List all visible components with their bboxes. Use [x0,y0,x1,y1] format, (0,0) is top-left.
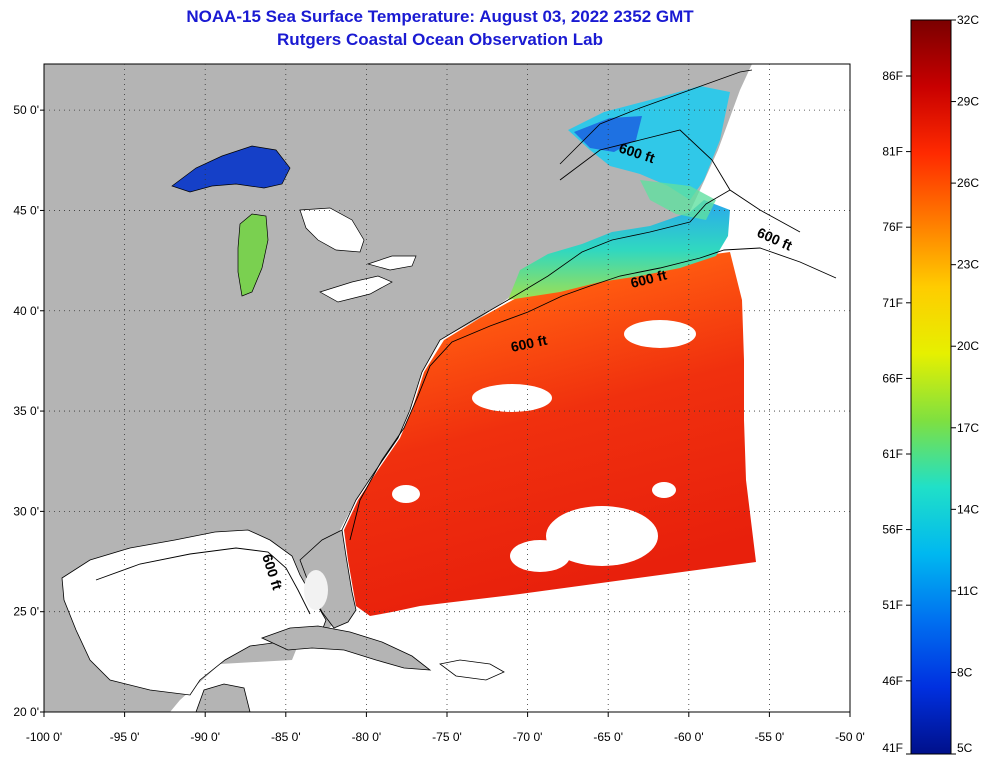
lon-tick-label: -95 0' [110,730,140,744]
map-subtitle: Rutgers Coastal Ocean Observation Lab [277,30,603,49]
celsius-label: 5C [957,741,973,755]
hispaniola [439,659,505,681]
celsius-label: 11C [957,584,978,598]
lon-tick-label: -100 0' [26,730,62,744]
lake-ontario [366,255,417,271]
lake-erie [319,275,393,303]
fahrenheit-label: 61F [882,447,903,461]
lat-tick-label: 25 0' [13,605,39,619]
sst-lake-superior [171,145,291,193]
fahrenheit-label: 76F [882,220,903,234]
lat-tick-label: 30 0' [13,504,39,518]
cloud-patches [304,320,696,610]
celsius-label: 32C [957,13,979,27]
lon-tick-label: -85 0' [271,730,301,744]
lon-tick-label: -70 0' [513,730,543,744]
isobath-600ft-north [559,129,801,233]
yucatan [195,683,251,712]
celsius-label: 14C [957,502,979,516]
lake-huron [299,207,365,253]
fahrenheit-label: 51F [882,598,903,612]
graticule [44,64,850,712]
celsius-label: 23C [957,258,979,272]
lon-tick-label: -60 0' [674,730,704,744]
fahrenheit-label: 71F [882,296,903,310]
map-title: NOAA-15 Sea Surface Temperature: August … [186,7,694,26]
lon-tick-label: -50 0' [835,730,865,744]
lon-tick-label: -55 0' [755,730,785,744]
lon-tick-label: -75 0' [432,730,462,744]
celsius-label: 29C [957,95,979,109]
lat-tick-label: 35 0' [13,404,39,418]
sst-newfoundland-shelf [640,180,716,220]
map-axes: -100 0' -95 0' -90 0' -85 0' -80 0' -75 0' -70… [13,103,864,744]
lon-tick-label: -90 0' [190,730,220,744]
isobath-600ft-gulf [95,547,311,615]
cuba [260,625,432,671]
lon-tick-label: -65 0' [593,730,623,744]
fahrenheit-label: 56F [882,523,903,537]
celsius-label: 20C [957,339,979,353]
canada-coastline [559,69,753,165]
fahrenheit-label: 66F [882,371,903,385]
sst-gulf-of-maine [508,200,730,300]
sst-lake-michigan [237,213,269,297]
colorbar-labels: 32C 29C 26C 23C 20C 17C 14C 11C 8C 5C 86F 81F 76F 71F… [882,13,979,755]
celsius-label: 26C [957,176,979,190]
lat-tick-label: 40 0' [13,304,39,318]
fahrenheit-label: 46F [882,674,903,688]
lat-tick-label: 50 0' [13,103,39,117]
isobath-label: 600 ft [509,332,548,355]
fahrenheit-label: 81F [882,145,903,159]
fahrenheit-label: 86F [882,69,903,83]
celsius-label: 8C [957,665,973,679]
celsius-label: 17C [957,421,979,435]
colorbar-ramp [910,19,952,755]
lon-tick-label: -80 0' [352,730,382,744]
lat-tick-label: 45 0' [13,203,39,217]
lat-tick-label: 20 0' [13,705,39,719]
fahrenheit-label: 41F [882,741,903,755]
